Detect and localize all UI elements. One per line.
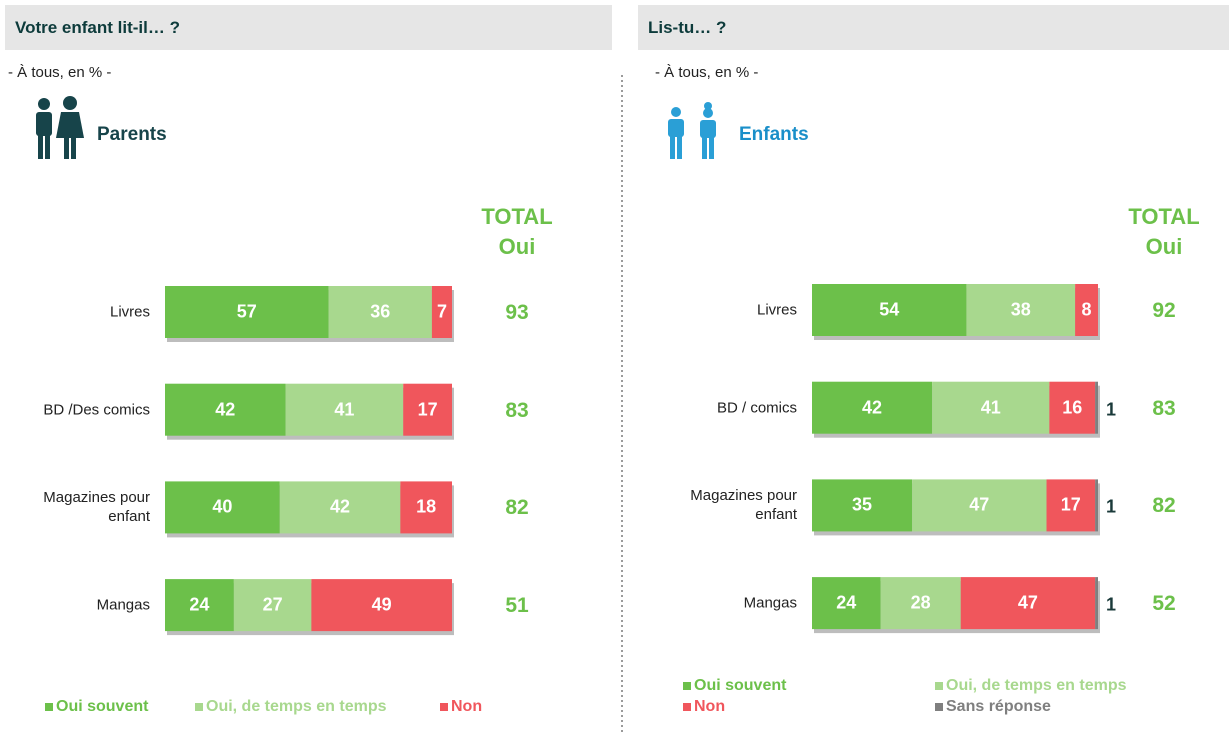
value-label: 38: [1010, 299, 1031, 320]
bar-segment: [400, 481, 452, 534]
legend-swatch: [440, 703, 448, 711]
value-label: 49: [371, 594, 392, 615]
value-label: 36: [370, 301, 391, 322]
children-icon: [668, 102, 716, 159]
value-label: 57: [236, 301, 257, 322]
bar-segment: [812, 381, 933, 434]
bar-segment: [812, 577, 881, 630]
value-label: 41: [334, 399, 355, 420]
bar-segment: [1095, 381, 1098, 434]
value-label: 1: [1106, 496, 1117, 517]
total-value: 92: [1152, 299, 1176, 322]
bar-segment: [431, 286, 452, 338]
category-label: Magazines pour enfant: [690, 487, 797, 524]
bar-segment: [812, 479, 913, 532]
value-label: 54: [879, 299, 900, 320]
bar-segment: [165, 481, 280, 534]
value-label: 16: [1062, 397, 1083, 418]
total-title: TOTAL Oui: [1128, 204, 1200, 259]
legend-swatch: [935, 703, 943, 711]
bar-segment: [912, 479, 1047, 532]
parents-icon: [36, 96, 84, 159]
value-label: 28: [910, 592, 931, 613]
legend-label: Oui, de temps en temps: [946, 677, 1127, 694]
bar-segment: [165, 579, 234, 632]
legend-label: Non: [694, 698, 726, 715]
category-label: Livres: [756, 301, 797, 319]
value-label: 8: [1081, 299, 1092, 320]
total-value: 82: [1152, 494, 1176, 518]
bar-segment: [328, 286, 432, 338]
category-label: BD /Des comics: [43, 401, 150, 419]
value-label: 40: [212, 496, 233, 517]
value-label: 41: [980, 397, 1001, 418]
value-label: 1: [1106, 399, 1117, 420]
legend-swatch: [195, 703, 203, 711]
value-label: 47: [1017, 592, 1038, 613]
category-label: Livres: [109, 303, 150, 321]
bar-segment: [1075, 284, 1098, 336]
bar-segment: [1046, 479, 1096, 532]
legend-swatch: [935, 682, 943, 690]
total-value: 93: [505, 301, 529, 324]
value-label: 17: [417, 399, 438, 420]
bar-segment: [1095, 577, 1098, 630]
value-label: 18: [416, 496, 437, 517]
value-label: 17: [1060, 494, 1081, 515]
legend-label: Oui souvent: [694, 677, 787, 694]
category-label: BD / comics: [716, 399, 797, 417]
total-value: 83: [505, 398, 529, 422]
value-label: 7: [436, 301, 447, 322]
total-value: 83: [1152, 396, 1176, 420]
chart-title: Votre enfant lit-il… ?: [15, 18, 180, 37]
value-label: 35: [852, 494, 873, 515]
total-value: 52: [1152, 592, 1176, 616]
bar-segment: [1049, 381, 1096, 434]
total-value: 51: [505, 594, 529, 618]
total-title: TOTAL Oui: [481, 204, 553, 259]
value-label: 42: [215, 399, 236, 420]
legend-swatch: [683, 703, 691, 711]
value-label: 47: [969, 494, 990, 515]
bar-segment: [880, 577, 961, 630]
bar-segment: [1095, 479, 1098, 532]
legend-swatch: [683, 682, 691, 690]
bar-segment: [311, 579, 452, 632]
legend-swatch: [45, 703, 53, 711]
legend-label: Non: [451, 698, 483, 715]
subtitle: - À tous, en % -: [8, 64, 112, 81]
value-label: 1: [1106, 594, 1117, 615]
bar-segment: [165, 286, 329, 338]
subtitle: - À tous, en % -: [655, 64, 759, 81]
group-label: Enfants: [739, 124, 809, 145]
value-label: 42: [862, 397, 883, 418]
legend-label: Oui souvent: [56, 698, 149, 715]
legend-label: Oui, de temps en temps: [206, 698, 387, 715]
value-label: 24: [836, 592, 857, 613]
bar-segment: [932, 381, 1050, 434]
bar-segment: [233, 579, 312, 632]
bar-segment: [279, 481, 401, 534]
value-label: 42: [330, 496, 351, 517]
header-bar: [5, 5, 612, 50]
category-label: Mangas: [743, 594, 797, 612]
total-value: 82: [505, 496, 529, 520]
header-bar: [638, 5, 1229, 50]
bar-segment: [285, 383, 404, 436]
value-label: 24: [189, 594, 210, 615]
value-label: 27: [262, 594, 283, 615]
bar-segment: [966, 284, 1076, 336]
bar-segment: [812, 284, 967, 336]
group-label: Parents: [97, 124, 167, 145]
bar-segment: [403, 383, 452, 436]
chart-title: Lis-tu… ?: [648, 18, 727, 37]
category-label: Magazines pour enfant: [43, 489, 150, 526]
bar-segment: [960, 577, 1096, 630]
category-label: Mangas: [96, 596, 150, 614]
bar-segment: [165, 383, 286, 436]
legend-label: Sans réponse: [946, 698, 1051, 715]
